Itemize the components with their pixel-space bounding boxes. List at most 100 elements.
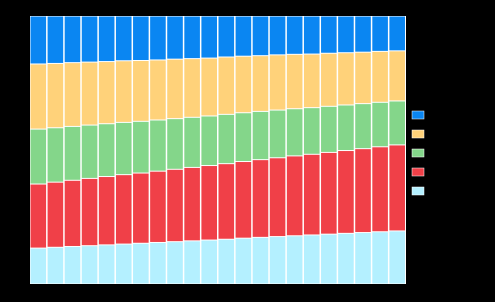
bar-segment: [65, 17, 81, 63]
bar-segment: [82, 17, 98, 62]
bar-segment: [236, 113, 252, 161]
background: [0, 0, 495, 302]
bar-segment: [236, 17, 252, 56]
bar-segment: [150, 17, 166, 60]
bar-segment: [389, 145, 405, 230]
bar-segment: [304, 155, 320, 235]
bar-segment: [99, 177, 115, 244]
bar-segment: [321, 17, 337, 53]
bar-segment: [321, 153, 337, 234]
bar-segment: [389, 51, 405, 100]
bar-segment: [389, 101, 405, 144]
bar-segment: [65, 181, 81, 246]
bar-segment: [355, 149, 371, 232]
bar-segment: [31, 64, 47, 128]
bar-segment: [167, 60, 183, 118]
bar-segment: [116, 123, 132, 174]
bar-segment: [31, 185, 47, 248]
bar-segment: [253, 56, 269, 111]
bar-segment: [150, 172, 166, 242]
bar-segment: [133, 122, 149, 173]
bar-segment: [372, 103, 388, 146]
bar-segment: [355, 233, 371, 283]
bar-segment: [321, 235, 337, 284]
bar-segment: [82, 179, 98, 245]
bar-segment: [219, 240, 235, 284]
bar-segment: [270, 158, 286, 236]
bar-segment: [31, 249, 47, 284]
bar-segment: [219, 17, 235, 57]
bar-segment: [287, 109, 303, 155]
bar-segment: [236, 239, 252, 284]
bar-segment: [253, 112, 269, 159]
legend-swatch: [412, 187, 424, 195]
bar-segment: [65, 247, 81, 284]
bar-segment: [372, 17, 388, 51]
bar-segment: [167, 17, 183, 59]
bar-segment: [133, 174, 149, 243]
bar-segment: [304, 55, 320, 108]
bar-segment: [321, 107, 337, 152]
plot-area: [30, 16, 406, 284]
bar-segment: [338, 105, 354, 150]
bar-segment: [253, 238, 269, 284]
bar-segment: [184, 241, 200, 283]
bar-segment: [389, 17, 405, 51]
bar-segment: [133, 17, 149, 60]
bar-segment: [150, 120, 166, 170]
bar-segment: [116, 175, 132, 243]
bar-segment: [167, 119, 183, 169]
bar-segment: [184, 168, 200, 240]
bar-segment: [184, 17, 200, 59]
bar-segment: [270, 237, 286, 283]
bar-segment: [372, 232, 388, 283]
bar-segment: [116, 17, 132, 61]
bar-segment: [219, 115, 235, 163]
bar-segment: [31, 130, 47, 184]
bar-segment: [201, 166, 217, 240]
bar-segment: [270, 17, 286, 55]
bar-segment: [304, 108, 320, 154]
bar-segment: [82, 246, 98, 283]
bar-segment: [253, 17, 269, 56]
bar-segment: [253, 160, 269, 237]
bar-segment: [355, 104, 371, 148]
bar-segment: [304, 17, 320, 54]
legend-swatch: [412, 168, 424, 176]
bar-segment: [48, 128, 64, 181]
bar-segment: [287, 55, 303, 108]
legend-swatch: [412, 111, 424, 119]
legend-swatch: [412, 149, 424, 157]
bar-segment: [150, 243, 166, 284]
bar-segment: [201, 17, 217, 58]
bar-segment: [287, 17, 303, 54]
bar-segment: [201, 241, 217, 284]
bar-segment: [82, 63, 98, 125]
bar-segment: [355, 53, 371, 103]
legend-swatch: [412, 130, 424, 138]
bar-segment: [150, 60, 166, 119]
bar-segment: [184, 118, 200, 167]
bar-segment: [31, 17, 47, 64]
bar-segment: [167, 170, 183, 241]
bar-segment: [304, 235, 320, 283]
bar-segment: [372, 52, 388, 102]
bar-segment: [236, 162, 252, 238]
bar-segment: [270, 55, 286, 109]
bar-segment: [99, 62, 115, 123]
chart: [0, 0, 495, 302]
bar-segment: [287, 236, 303, 283]
bar-segment: [338, 151, 354, 233]
bar-segment: [116, 61, 132, 122]
bar-segment: [48, 64, 64, 127]
bar-segment: [338, 17, 354, 53]
bar-segment: [201, 116, 217, 165]
bar-segment: [48, 183, 64, 247]
bar-segment: [133, 244, 149, 284]
bar-segment: [116, 245, 132, 284]
bar-segment: [201, 59, 217, 116]
bar-segment: [133, 61, 149, 121]
bar-segment: [321, 54, 337, 106]
bar-segment: [99, 17, 115, 62]
bar-segment: [372, 147, 388, 231]
